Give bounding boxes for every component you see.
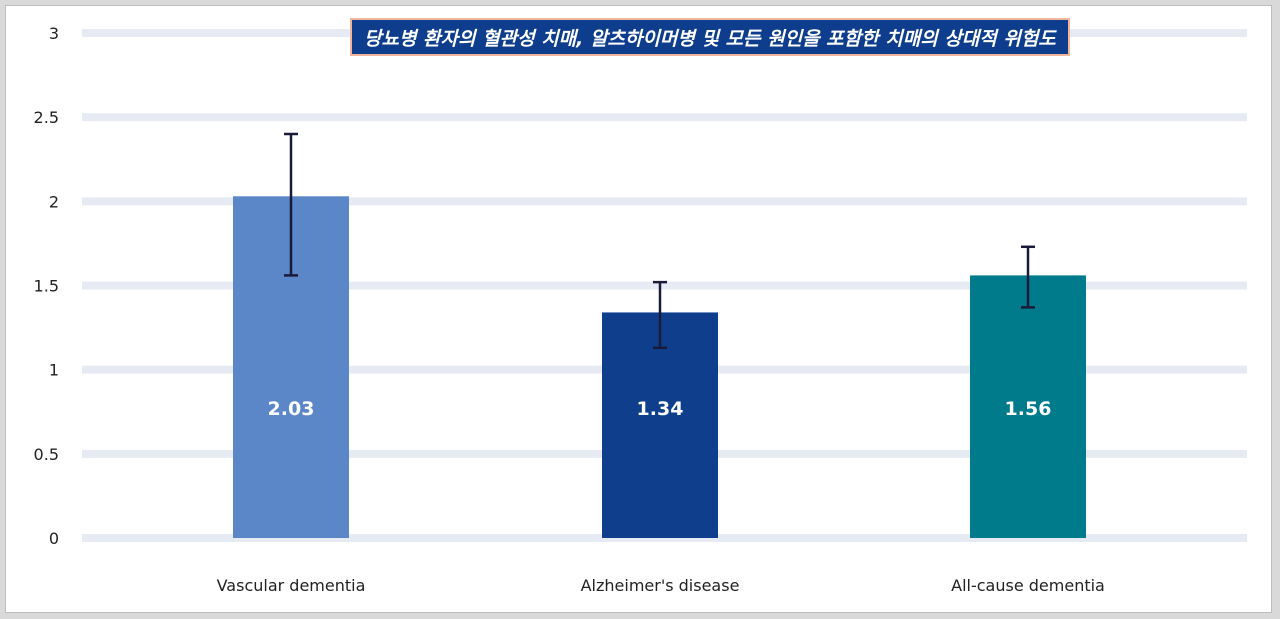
- bar: [602, 312, 718, 538]
- x-tick-label: Vascular dementia: [217, 576, 366, 595]
- chart-title: 당뇨병 환자의 혈관성 치매, 알츠하이머병 및 모든 원인을 포함한 치매의 …: [350, 18, 1070, 56]
- chart-frame: 0 0.5 1 1.5 2 2.5 3 2.03 1.34 1.56 Vascular deme…: [5, 5, 1272, 613]
- x-tick-label: All-cause dementia: [951, 576, 1105, 595]
- y-tick-label: 1: [49, 361, 59, 380]
- x-axis-labels: Vascular dementia Alzheimer's disease All-…: [217, 576, 1105, 595]
- y-axis-ticks: 0 0.5 1 1.5 2 2.5 3: [34, 24, 59, 548]
- data-label: 1.56: [1005, 398, 1052, 420]
- x-tick-label: Alzheimer's disease: [581, 576, 740, 595]
- y-tick-label: 1.5: [34, 277, 59, 296]
- y-tick-label: 2: [49, 192, 59, 211]
- bar: [970, 275, 1086, 538]
- error-bars: [284, 132, 1035, 350]
- y-tick-label: 0.5: [34, 445, 59, 464]
- data-label: 2.03: [268, 398, 315, 420]
- bars: [233, 196, 1086, 539]
- y-tick-label: 3: [49, 24, 59, 43]
- value-labels: 2.03 1.34 1.56: [268, 398, 1052, 420]
- y-tick-label: 2.5: [34, 108, 59, 127]
- y-tick-label: 0: [49, 529, 59, 548]
- bar-chart: 0 0.5 1 1.5 2 2.5 3 2.03 1.34 1.56 Vascular deme…: [34, 24, 1247, 595]
- data-label: 1.34: [637, 398, 684, 420]
